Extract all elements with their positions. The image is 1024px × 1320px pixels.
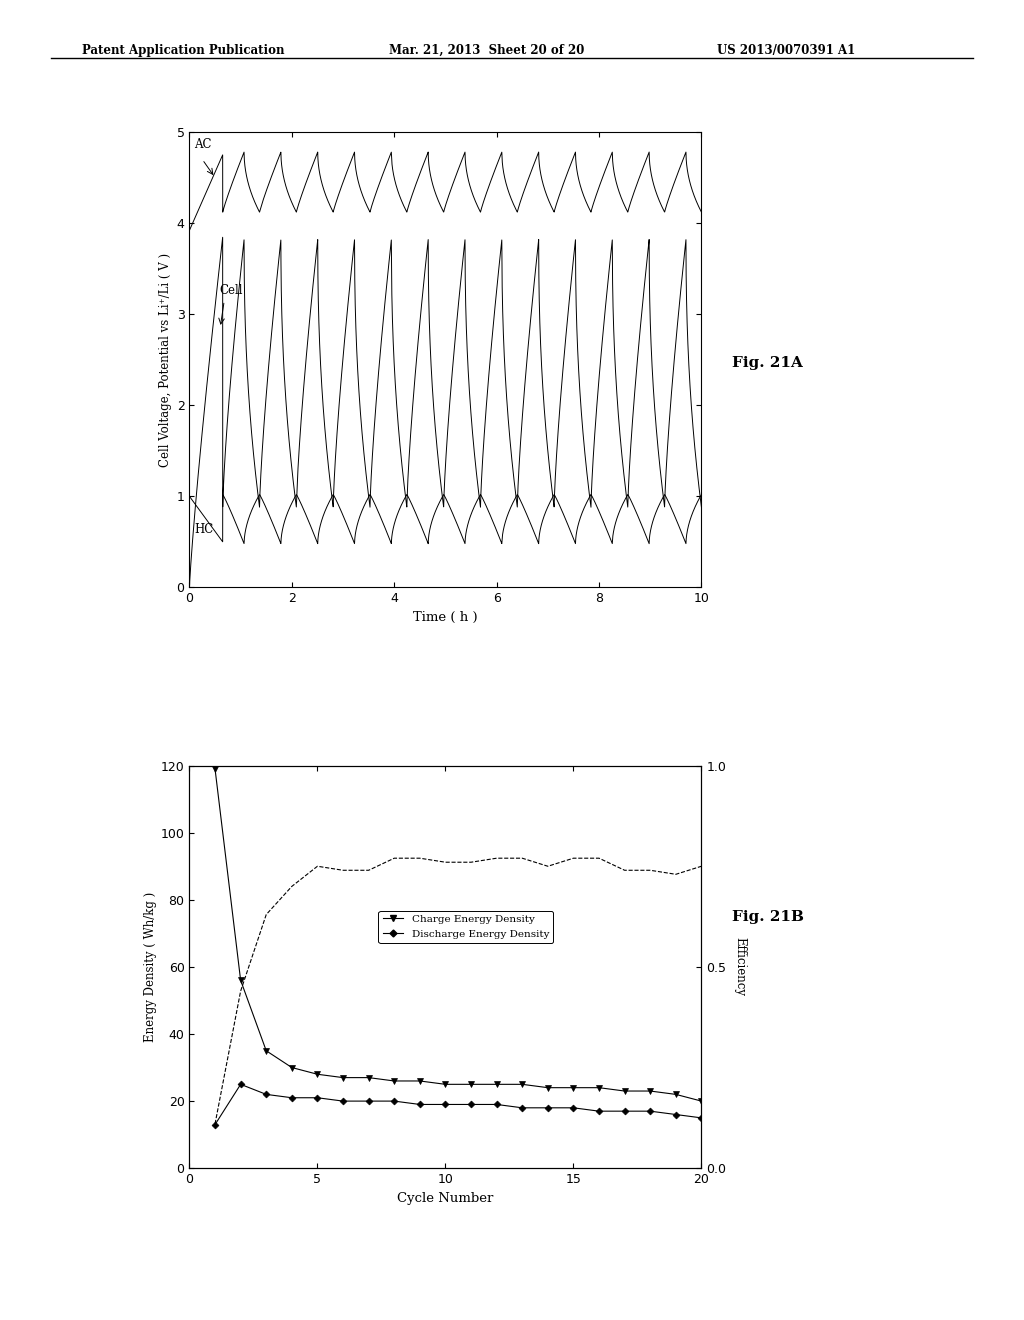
Legend: Charge Energy Density, Discharge Energy Density: Charge Energy Density, Discharge Energy … <box>379 911 553 942</box>
Y-axis label: Efficiency: Efficiency <box>733 937 746 997</box>
X-axis label: Cycle Number: Cycle Number <box>397 1192 494 1205</box>
X-axis label: Time ( h ): Time ( h ) <box>413 611 478 624</box>
Text: Mar. 21, 2013  Sheet 20 of 20: Mar. 21, 2013 Sheet 20 of 20 <box>389 44 585 57</box>
Text: Patent Application Publication: Patent Application Publication <box>82 44 285 57</box>
Text: Fig. 21B: Fig. 21B <box>732 911 804 924</box>
Text: HC: HC <box>195 523 214 536</box>
Text: Cell: Cell <box>219 284 243 297</box>
Y-axis label: Cell Voltage, Potential vs Li⁺/Li ( V ): Cell Voltage, Potential vs Li⁺/Li ( V ) <box>160 252 172 467</box>
Text: AC: AC <box>195 139 212 152</box>
Text: US 2013/0070391 A1: US 2013/0070391 A1 <box>717 44 855 57</box>
Text: Fig. 21A: Fig. 21A <box>732 356 803 370</box>
Y-axis label: Energy Density ( Wh/kg ): Energy Density ( Wh/kg ) <box>143 892 157 1041</box>
